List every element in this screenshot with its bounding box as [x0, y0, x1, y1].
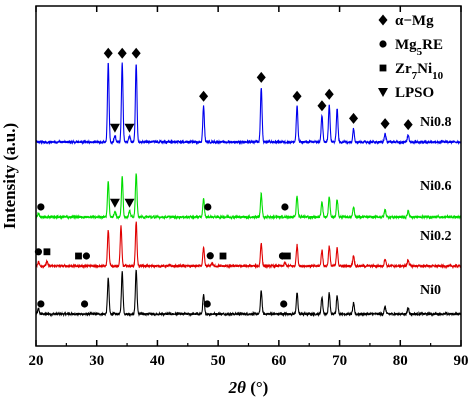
- marker-square-ni0-2-1: [43, 248, 51, 256]
- x-tick-label-50: 50: [211, 353, 226, 369]
- series-line-ni0-6: [35, 173, 462, 221]
- marker-diamond-ni0-8-12: [403, 119, 413, 131]
- legend-label-rest: RE: [422, 37, 443, 53]
- legend-label-rest: Ni: [417, 61, 432, 77]
- series-label-ni0-2: Ni0.2: [420, 229, 452, 244]
- marker-circle-ni0-2: [203, 300, 211, 308]
- legend-label-0: α−Mg: [395, 13, 434, 29]
- marker-circle-ni0-0: [37, 300, 45, 308]
- x-tick-label-20: 20: [29, 353, 44, 369]
- legend-marker-square: [379, 64, 387, 72]
- marker-circle-ni0-6-0: [37, 203, 45, 211]
- marker-square-ni0-2-7: [283, 252, 291, 260]
- marker-square-ni0-2-2: [75, 252, 82, 260]
- x-axis-title-symbol: 2θ: [228, 378, 247, 397]
- legend-label-main: α−Mg: [395, 13, 434, 29]
- marker-circle-ni0-6-4: [281, 203, 289, 211]
- legend-marker-circle: [379, 40, 387, 48]
- marker-square-ni0-2-5: [219, 252, 227, 260]
- marker-diamond-ni0-8-7: [292, 90, 302, 102]
- series-labels: Ni0 Ni0.2 Ni0.6 Ni0.8: [420, 115, 452, 298]
- series-label-ni0: Ni0: [420, 283, 441, 298]
- x-tick-label-60: 60: [271, 353, 286, 369]
- legend-label-subscript: 5: [417, 46, 423, 58]
- marker-diamond-ni0-8-10: [349, 112, 359, 124]
- x-axis: 20 30 40 50 60 70 80 90: [29, 6, 469, 369]
- marker-diamond-ni0-8-6: [256, 71, 266, 83]
- y-axis-title: Intensity (a.u.): [0, 123, 19, 229]
- plot-markers-group: [34, 47, 413, 308]
- x-tick-label-80: 80: [393, 353, 408, 369]
- series-label-ni0-8: Ni0.8: [420, 115, 452, 130]
- marker-circle-ni0-3: [280, 300, 288, 308]
- plot-series-group: [35, 62, 462, 318]
- legend-label-main: Mg: [395, 37, 417, 53]
- legend-label-subscript: 7: [412, 70, 418, 82]
- marker-circle-ni0-2-3: [82, 252, 90, 260]
- marker-diamond-ni0-8-11: [380, 118, 390, 130]
- legend-marker-triangle-down: [378, 88, 388, 97]
- x-axis-title: 2θ (°): [228, 378, 269, 397]
- marker-triangle-down-ni0-6-2: [124, 198, 135, 208]
- legend-label-main: LPSO: [395, 85, 434, 101]
- x-tick-label-40: 40: [150, 353, 165, 369]
- x-tick-label-70: 70: [332, 353, 347, 369]
- legend-label-3: LPSO: [395, 85, 434, 101]
- marker-circle-ni0-6-3: [204, 203, 212, 211]
- marker-diamond-ni0-8-5: [199, 90, 209, 102]
- marker-diamond-ni0-8-8: [317, 100, 327, 112]
- marker-triangle-down-ni0-8-1: [124, 123, 135, 133]
- legend-label-main: Zr: [395, 61, 412, 77]
- x-tick-label-90: 90: [454, 353, 469, 369]
- marker-triangle-down-ni0-6-1: [109, 198, 120, 208]
- series-line-ni0: [35, 269, 462, 318]
- marker-circle-ni0-1: [80, 300, 89, 308]
- series-line-ni0-2: [35, 221, 462, 270]
- marker-diamond-ni0-8-2: [103, 47, 113, 59]
- x-tick-label-30: 30: [89, 353, 104, 369]
- legend: α−Mg Mg5RE Zr7Ni10 LPSO: [378, 13, 444, 101]
- marker-diamond-ni0-8-3: [117, 47, 127, 59]
- series-line-ni0-8: [35, 62, 462, 146]
- marker-circle-ni0-2-4: [206, 252, 214, 260]
- legend-marker-diamond: [378, 14, 388, 26]
- marker-triangle-down-ni0-8-0: [109, 123, 120, 133]
- x-axis-title-unit: (°): [250, 378, 268, 397]
- plot-frame: [35, 5, 462, 347]
- legend-label-2: Zr7Ni10: [395, 61, 444, 82]
- series-label-ni0-6: Ni0.6: [420, 179, 452, 194]
- legend-label-1: Mg5RE: [395, 37, 443, 58]
- marker-diamond-ni0-8-4: [131, 47, 141, 59]
- legend-label-subscript-2: 10: [432, 70, 444, 82]
- marker-diamond-ni0-8-9: [324, 88, 334, 100]
